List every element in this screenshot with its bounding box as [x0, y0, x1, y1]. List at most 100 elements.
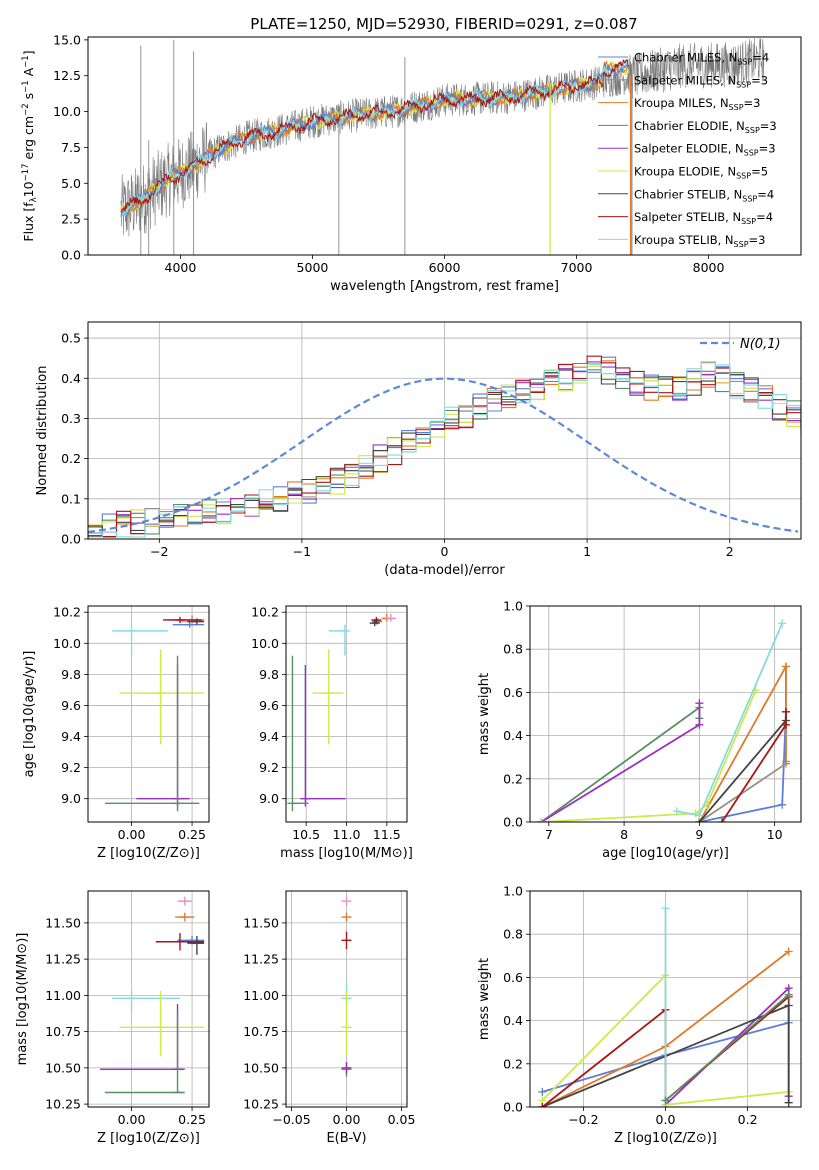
legend-tail: =3: [749, 233, 766, 247]
series-marker-salpeter_elodie: [695, 720, 704, 729]
axes-frame: [285, 890, 408, 1108]
x-tick-label: 0.00: [118, 827, 146, 842]
legend-tail: =3: [751, 73, 768, 87]
y-tick-label: 10.0: [251, 636, 279, 651]
residual-histogram-panel: −2 −1 0 1 2 0.0 0.1 0.2 0.3 0.4 0.5 N(0,1) (data-mod…: [35, 321, 802, 578]
y-axis-label-part: Flux [f: [21, 202, 36, 242]
y-tick-label: 9.4: [61, 729, 81, 744]
plot-area: [120, 37, 765, 255]
x-tick-label: 0.0: [656, 1112, 676, 1127]
x-axis-label: Z [log10(Z/Z⊙)]: [97, 846, 200, 861]
legend-subscript: SSP: [742, 194, 757, 203]
series-line-chabrier_elodie: [540, 705, 701, 822]
x-tick-label: 0.25: [178, 827, 206, 842]
legend-subscript: SSP: [741, 217, 756, 226]
y-tick-label: 0.2: [61, 451, 81, 466]
y-tick-label: 9.8: [259, 667, 279, 682]
mass-weight-vs-age-panel: 7 8 9 10 0.0 0.2 0.4 0.6 0.8 1.0 age [log10(age/yr…: [477, 599, 802, 861]
model-spectrum-salpeter_stelib: [120, 58, 630, 213]
y-axis-label: mass weight: [477, 673, 492, 755]
x-tick-label: 10.5: [292, 827, 320, 842]
legend-label: Kroupa MILES, NSSP=3: [634, 96, 760, 112]
y-axis-label-part: −17: [21, 163, 31, 181]
x-axis-label: (data-model)/error: [384, 563, 505, 578]
legend-text: Kroupa STELIB, N: [634, 233, 734, 247]
x-tick-label: 1: [583, 544, 591, 559]
y-tick-label: 12.5: [53, 68, 81, 83]
legend-text: Chabrier STELIB, N: [634, 187, 742, 201]
y-axis-label-part: A: [21, 67, 36, 80]
series-marker-chabrier_elodie: [784, 990, 793, 999]
x-tick-label: −0.2: [568, 1112, 598, 1127]
legend-label: Chabrier STELIB, NSSP=4: [634, 187, 774, 203]
x-axis-label: Z [log10(Z/Z⊙)]: [614, 1131, 717, 1146]
x-tick-label: 6000: [429, 260, 461, 275]
axes-frame: [285, 605, 408, 823]
legend-label: N(0,1): [740, 337, 781, 352]
y-tick-label: 0.1: [61, 491, 81, 506]
legend-subscript: SSP: [745, 126, 760, 135]
series-marker-salpeter_stelib: [781, 720, 790, 729]
y-axis-label: Normed distribution: [35, 366, 50, 496]
x-tick-label: −2: [150, 544, 168, 559]
series-marker-salpeter_stelib: [717, 818, 726, 822]
x-tick-label: 0.2: [738, 1112, 758, 1127]
legend-text: Salpeter STELIB, N: [634, 210, 741, 224]
series-line-chabrier_stelib: [698, 711, 787, 822]
legend-subscript: SSP: [736, 172, 751, 181]
legend-subscript: SSP: [737, 58, 752, 67]
legend-label: Salpeter ELODIE, NSSP=3: [634, 142, 776, 158]
y-axis-label-part: −1: [21, 55, 31, 68]
y-tick-label: 0.3: [61, 411, 81, 426]
legend-tail: =3: [759, 142, 776, 156]
series-marker-chabrier_stelib: [784, 1098, 793, 1107]
y-tick-label: 2.5: [61, 212, 81, 227]
legend-text: Kroupa ELODIE, N: [634, 165, 736, 179]
legend-text: Salpeter ELODIE, N: [634, 142, 744, 156]
y-tick-label: 0.2: [503, 1056, 523, 1071]
y-tick-label: 0.4: [61, 371, 81, 386]
y-tick-label: 0.0: [61, 532, 81, 547]
series-marker-salpeter_stelib: [781, 707, 790, 716]
y-tick-label: 10.25: [45, 1097, 81, 1112]
y-tick-label: 9.2: [259, 760, 279, 775]
y-tick-label: 11.50: [243, 915, 279, 930]
legend-tail: =4: [752, 51, 769, 65]
legend-tail: =5: [751, 165, 768, 179]
legend-tail: =3: [744, 96, 761, 110]
y-axis-label: mass [log10(M/M⊙)]: [15, 933, 30, 1066]
x-tick-label: 8: [620, 827, 628, 842]
series-marker-kroupa_stelib: [778, 619, 787, 628]
y-tick-label: 0.6: [503, 685, 523, 700]
figure-title: PLATE=1250, MJD=52930, FIBERID=0291, z=0…: [250, 15, 637, 33]
x-tick-label: 7: [545, 827, 553, 842]
y-axis-label-part: 10: [21, 181, 36, 197]
y-axis-label-part: s: [21, 93, 36, 104]
age-vs-metallicity-panel: 0.00 0.25 9.0 9.2 9.4 9.6 9.8 10.0 10.2 Z [log10(…: [22, 605, 210, 861]
y-tick-label: 0.0: [503, 815, 523, 830]
y-axis-label-part: −1: [21, 80, 31, 93]
x-tick-label: −1: [293, 544, 311, 559]
y-tick-label: 11.25: [243, 952, 279, 967]
y-tick-label: 15.0: [53, 32, 81, 47]
histogram-kroupa_elodie: [88, 362, 801, 527]
y-tick-label: 10.0: [53, 636, 81, 651]
mass-vs-metallicity-panel: 0.00 0.25 10.25 10.50 10.75 11.00 11.25 11.50 Z …: [15, 890, 210, 1146]
series-marker-kroupa_stelib: [695, 811, 704, 820]
y-axis-label-part: erg cm: [21, 116, 36, 164]
y-tick-label: 9.6: [61, 698, 81, 713]
plot-area: [341, 896, 352, 1077]
legend-label: Salpeter MILES, NSSP=3: [634, 73, 768, 89]
series-marker-salpeter_elodie: [695, 699, 704, 708]
series-marker-chabrier_elodie: [661, 1096, 670, 1105]
series-line-chabrier_elodie: [664, 994, 790, 1102]
y-tick-label: 9.0: [259, 791, 279, 806]
y-axis-label: Flux [fλ10−17 erg cm−2 s−1 A−1]: [21, 50, 39, 241]
x-tick-label: 11.0: [333, 827, 361, 842]
y-tick-label: 10.50: [45, 1060, 81, 1075]
series-marker-kroupa_miles: [784, 947, 793, 956]
y-tick-label: 0.2: [503, 771, 523, 786]
y-tick-label: 1.0: [503, 599, 523, 614]
y-axis-label-part: λ: [29, 197, 39, 202]
y-tick-label: 7.5: [61, 140, 81, 155]
